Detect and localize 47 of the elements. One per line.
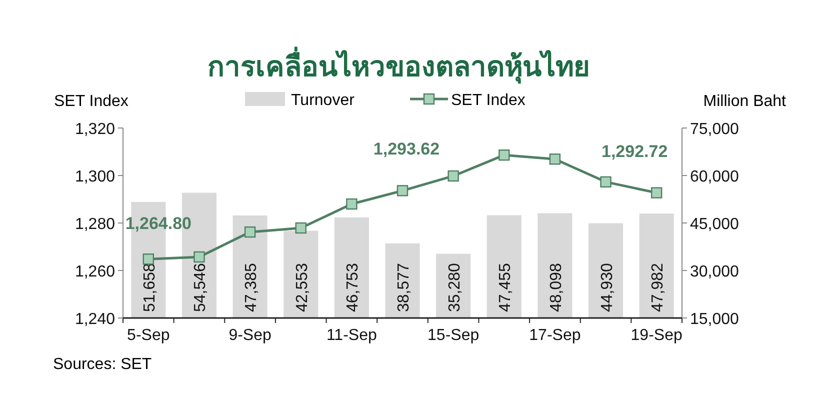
y2-tick-label: 30,000 [690, 264, 740, 280]
point [448, 170, 459, 182]
y-tick-label: 1,320 [74, 121, 116, 138]
y-tick-label: 1,260 [74, 264, 116, 280]
point [194, 251, 205, 263]
point [498, 149, 510, 161]
point [549, 154, 561, 165]
y2-tick-label: 45,000 [690, 216, 740, 233]
point [600, 176, 612, 188]
data-label: 1,293.62 [373, 140, 440, 159]
x-tick-label: 11-Sep [326, 327, 377, 344]
x-tick-label: 17-Sep [529, 327, 581, 344]
chart-title: การเคลื่อนไหวของตลาดหุ้นไทย [208, 46, 590, 84]
y-tick-label: 1,280 [74, 216, 116, 233]
source-note: Sources: SET [53, 356, 152, 373]
data-label: 48,098 [548, 262, 565, 312]
data-label: 35,280 [446, 262, 464, 312]
x-tick-label: 19-Sep [630, 327, 682, 344]
point [142, 254, 154, 265]
point [346, 198, 358, 210]
data-label: 54,546 [192, 262, 210, 312]
point [396, 185, 408, 196]
point [295, 222, 306, 234]
y2-tick-label: 75,000 [690, 121, 740, 138]
data-label: 51,658 [141, 262, 158, 312]
data-label: 42,553 [294, 262, 311, 312]
y-tick-label: 1,300 [74, 168, 116, 186]
x-tick-label: 9-Sep [228, 327, 272, 344]
point [244, 226, 256, 238]
data-label: 1,264.80 [125, 214, 192, 234]
y-axis-title: SET Index [54, 93, 128, 110]
data-label: 46,753 [344, 262, 362, 312]
point [650, 187, 662, 198]
y-tick-label: 1,240 [74, 311, 116, 328]
data-label: 38,577 [396, 262, 412, 312]
data-label: 47,385 [243, 262, 260, 312]
legend-label: SET Index [451, 92, 526, 109]
data-label: 44,930 [598, 262, 616, 312]
y2-tick-label: 15,000 [690, 311, 740, 328]
data-label: 47,455 [497, 262, 514, 312]
y2-tick-label: 60,000 [690, 168, 740, 186]
data-label: 47,982 [650, 262, 667, 312]
x-tick-label: 15-Sep [428, 327, 480, 344]
data-label: 1,292.72 [601, 142, 668, 161]
y2-axis-title: Million Baht [703, 93, 787, 110]
legend-label: Turnover [291, 92, 356, 109]
x-tick-label: 5-Sep [127, 327, 170, 344]
